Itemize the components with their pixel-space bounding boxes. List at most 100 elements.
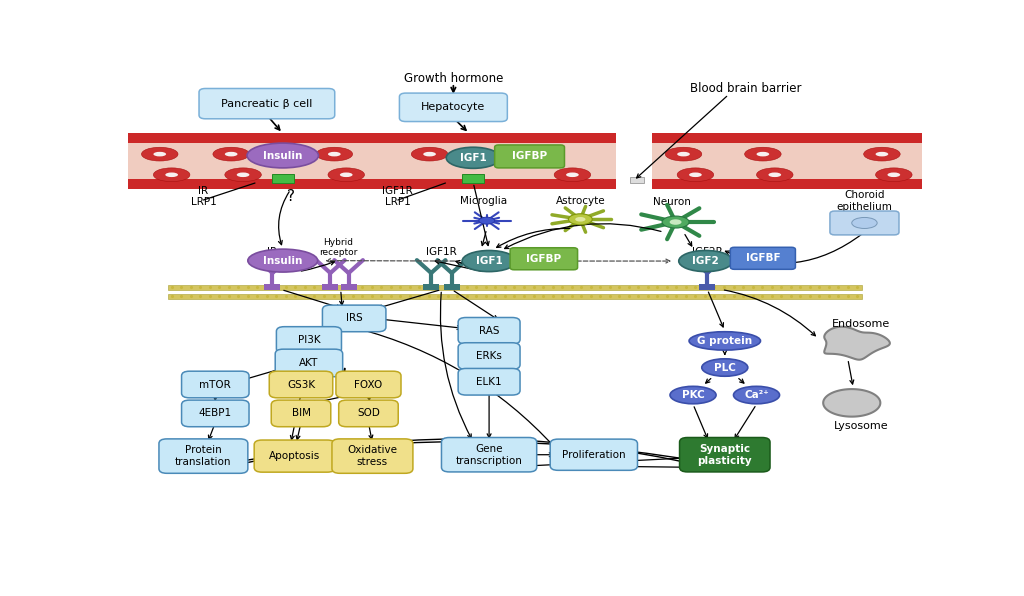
FancyBboxPatch shape [128, 134, 922, 142]
FancyBboxPatch shape [550, 439, 638, 470]
FancyBboxPatch shape [616, 132, 652, 190]
FancyBboxPatch shape [423, 284, 439, 290]
Text: Oxidative
stress: Oxidative stress [347, 445, 397, 467]
FancyBboxPatch shape [181, 400, 249, 427]
Ellipse shape [876, 168, 912, 182]
Ellipse shape [757, 152, 769, 156]
Ellipse shape [679, 250, 733, 272]
Text: IRS: IRS [346, 313, 362, 324]
Ellipse shape [340, 172, 352, 177]
Ellipse shape [666, 147, 701, 161]
FancyBboxPatch shape [458, 368, 520, 395]
Polygon shape [823, 389, 881, 417]
FancyBboxPatch shape [159, 439, 248, 473]
Text: Lysosome: Lysosome [834, 421, 889, 431]
FancyBboxPatch shape [462, 174, 484, 184]
Ellipse shape [423, 152, 436, 156]
Text: SOD: SOD [357, 408, 380, 418]
Text: IR: IR [267, 247, 278, 257]
Text: Pancreatic β cell: Pancreatic β cell [221, 99, 312, 108]
Ellipse shape [568, 214, 592, 225]
Ellipse shape [670, 219, 682, 225]
Text: Protein
translation: Protein translation [175, 445, 231, 467]
Ellipse shape [677, 168, 714, 182]
FancyBboxPatch shape [829, 211, 899, 235]
Text: IGF2: IGF2 [692, 256, 719, 266]
Text: IGF1: IGF1 [476, 256, 503, 266]
Text: Hybrid
receptor: Hybrid receptor [319, 238, 357, 257]
FancyBboxPatch shape [336, 371, 401, 398]
Ellipse shape [412, 147, 447, 161]
FancyBboxPatch shape [630, 177, 644, 184]
FancyBboxPatch shape [443, 284, 460, 290]
FancyBboxPatch shape [199, 88, 335, 119]
Text: IGF2R: IGF2R [692, 247, 723, 257]
FancyBboxPatch shape [269, 371, 333, 398]
FancyBboxPatch shape [168, 294, 862, 299]
Ellipse shape [237, 172, 250, 177]
Text: 4EBP1: 4EBP1 [199, 408, 231, 418]
Ellipse shape [328, 152, 341, 156]
Ellipse shape [863, 147, 900, 161]
Text: ELK1: ELK1 [476, 377, 502, 387]
FancyBboxPatch shape [341, 284, 356, 290]
FancyBboxPatch shape [168, 285, 862, 290]
Text: Hepatocyte: Hepatocyte [421, 103, 485, 112]
Ellipse shape [670, 386, 716, 403]
FancyBboxPatch shape [441, 437, 537, 472]
Ellipse shape [744, 147, 781, 161]
Text: FOXO: FOXO [354, 380, 383, 390]
Text: GS3K: GS3K [287, 380, 315, 390]
Text: G protein: G protein [697, 336, 753, 346]
FancyBboxPatch shape [128, 179, 922, 188]
Text: Synaptic
plasticity: Synaptic plasticity [697, 444, 752, 465]
FancyBboxPatch shape [332, 439, 413, 473]
Ellipse shape [566, 172, 579, 177]
Text: IGF1R
LRP1: IGF1R LRP1 [382, 185, 414, 207]
Text: Endosome: Endosome [833, 319, 891, 329]
Text: Insulin: Insulin [263, 151, 302, 160]
Ellipse shape [225, 152, 238, 156]
Text: RAS: RAS [479, 326, 500, 336]
Ellipse shape [462, 250, 516, 272]
FancyBboxPatch shape [323, 284, 338, 290]
Text: PLC: PLC [714, 362, 735, 372]
Text: Neuron: Neuron [652, 197, 690, 207]
Ellipse shape [852, 218, 878, 228]
FancyBboxPatch shape [271, 174, 294, 184]
FancyBboxPatch shape [181, 371, 249, 398]
Ellipse shape [888, 172, 900, 177]
FancyBboxPatch shape [699, 284, 715, 290]
FancyBboxPatch shape [730, 247, 796, 269]
Ellipse shape [141, 147, 178, 161]
Ellipse shape [768, 172, 781, 177]
FancyBboxPatch shape [680, 437, 770, 472]
FancyBboxPatch shape [254, 440, 335, 472]
FancyBboxPatch shape [264, 284, 281, 290]
Text: AKT: AKT [299, 358, 318, 368]
Text: Gene
transcription: Gene transcription [456, 444, 522, 465]
FancyBboxPatch shape [458, 343, 520, 370]
Ellipse shape [689, 172, 701, 177]
Text: Insulin: Insulin [263, 256, 302, 266]
Ellipse shape [248, 249, 317, 272]
Text: BIM: BIM [292, 408, 310, 418]
Text: Apoptosis: Apoptosis [269, 451, 321, 461]
Ellipse shape [328, 168, 365, 182]
Text: IGF1R: IGF1R [426, 247, 457, 257]
FancyBboxPatch shape [458, 318, 520, 344]
Text: IGFBP: IGFBP [526, 254, 561, 264]
Text: Ca²⁺: Ca²⁺ [744, 390, 769, 400]
Text: IGF1: IGF1 [460, 153, 486, 163]
Text: mTOR: mTOR [200, 380, 231, 390]
Ellipse shape [575, 217, 586, 222]
FancyBboxPatch shape [339, 400, 398, 427]
Ellipse shape [677, 152, 690, 156]
Ellipse shape [701, 359, 748, 376]
FancyBboxPatch shape [275, 349, 343, 377]
Polygon shape [824, 327, 890, 360]
Ellipse shape [225, 168, 261, 182]
FancyBboxPatch shape [495, 145, 564, 168]
Ellipse shape [213, 147, 250, 161]
Ellipse shape [535, 152, 547, 156]
